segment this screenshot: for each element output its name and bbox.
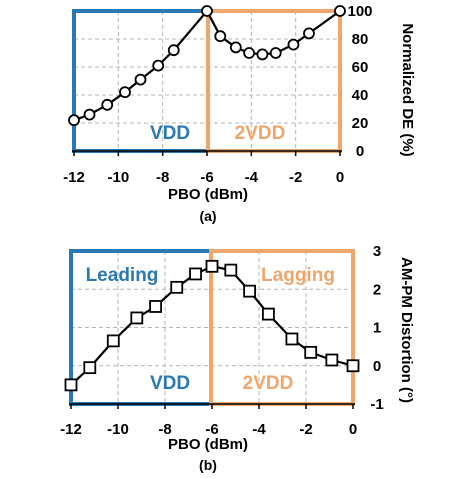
data-point [325, 353, 339, 367]
x-tick-label: -10 [107, 169, 129, 186]
data-point [269, 47, 282, 59]
data-point [170, 280, 184, 294]
panel-label-a: (a) [199, 208, 216, 224]
data-point [119, 86, 131, 99]
x-tick-label: 0 [336, 169, 344, 186]
data-point [303, 27, 315, 40]
data-point [101, 98, 114, 111]
x-tick-label: -8 [156, 169, 169, 186]
data-point [285, 332, 299, 346]
data-point [256, 48, 269, 61]
x-tick-label: 0 [349, 421, 357, 438]
y-axis-label-a: Normalized DE (%) [399, 23, 416, 156]
series-line-a [73, 9, 341, 122]
x-tick-label: -12 [60, 421, 82, 438]
data-point [149, 300, 163, 313]
y-tick-label: 3 [373, 243, 381, 260]
data-point [229, 41, 242, 54]
region-label-vdd-b: VDD [150, 373, 190, 394]
data-point [205, 259, 219, 273]
x-tick-label: -4 [252, 421, 266, 438]
x-tick-label: -4 [245, 169, 259, 186]
x-tick-label: -6 [205, 421, 218, 438]
data-point [64, 378, 78, 392]
y-tick-label: 0 [373, 358, 381, 375]
x-tick-label: -2 [289, 169, 302, 186]
series-markers-a [68, 5, 346, 127]
x-axis-label-a: PBO (dBm) [168, 186, 248, 203]
y-tick-labels-a: 0 20 40 60 80 100 [347, 3, 372, 160]
region-label-lagging: Lagging [261, 265, 335, 286]
region-label-leading: Leading [86, 265, 159, 286]
y-tick-label: 2 [373, 281, 381, 298]
data-point [201, 5, 213, 17]
data-point [152, 59, 165, 72]
x-tick-label: -2 [299, 421, 312, 438]
data-point [334, 5, 346, 17]
x-axis-label-b: PBO (dBm) [168, 436, 248, 453]
data-point [224, 263, 238, 277]
x-tick-label: -12 [63, 169, 85, 186]
region-label-vdd-a: VDD [150, 123, 190, 144]
series-markers-b [64, 259, 360, 392]
panel-a: -12 -10 -8 -6 -4 -2 0 0 20 40 60 80 100 VDD 2VDD PB… [63, 3, 416, 224]
x-tick-labels-a: -12 -10 -8 -6 -4 -2 0 [63, 169, 344, 186]
series-line-a [73, 9, 341, 122]
y-tick-label: 60 [352, 59, 369, 76]
y-tick-label: 20 [352, 115, 369, 132]
data-point [261, 307, 275, 321]
data-point [68, 114, 80, 127]
panel-label-b: (b) [199, 457, 217, 473]
data-point [243, 47, 256, 59]
y-tick-labels-b: -1 0 1 2 3 [370, 243, 383, 413]
y-axis-label-b: AM-PM Distortion (°) [398, 257, 415, 403]
y-tick-label: 100 [347, 3, 372, 20]
y-tick-label: 1 [373, 320, 381, 337]
region-label-2vdd-b: 2VDD [243, 373, 294, 394]
data-point [134, 73, 147, 86]
x-tick-label: -8 [158, 421, 171, 438]
data-point [243, 284, 257, 298]
data-point [167, 44, 180, 57]
y-tick-label: 40 [352, 87, 369, 104]
data-point [130, 311, 144, 325]
tick-marks-a [73, 151, 341, 156]
y-tick-label: 0 [356, 143, 364, 160]
data-point [83, 361, 97, 375]
tick-marks-b [70, 404, 354, 409]
data-point [287, 38, 300, 51]
y-tick-label: 80 [352, 31, 369, 48]
x-tick-label: -10 [107, 421, 129, 438]
data-point [189, 267, 202, 281]
data-point [106, 334, 120, 348]
y-tick-label: -1 [370, 396, 383, 413]
x-tick-label: -6 [200, 169, 213, 186]
data-point [346, 359, 360, 373]
data-point [214, 30, 227, 43]
region-label-2vdd-a: 2VDD [235, 123, 286, 144]
data-point [304, 345, 318, 359]
data-point [83, 108, 96, 121]
x-tick-labels-b: -12 -10 -8 -6 -4 -2 0 [60, 421, 357, 438]
